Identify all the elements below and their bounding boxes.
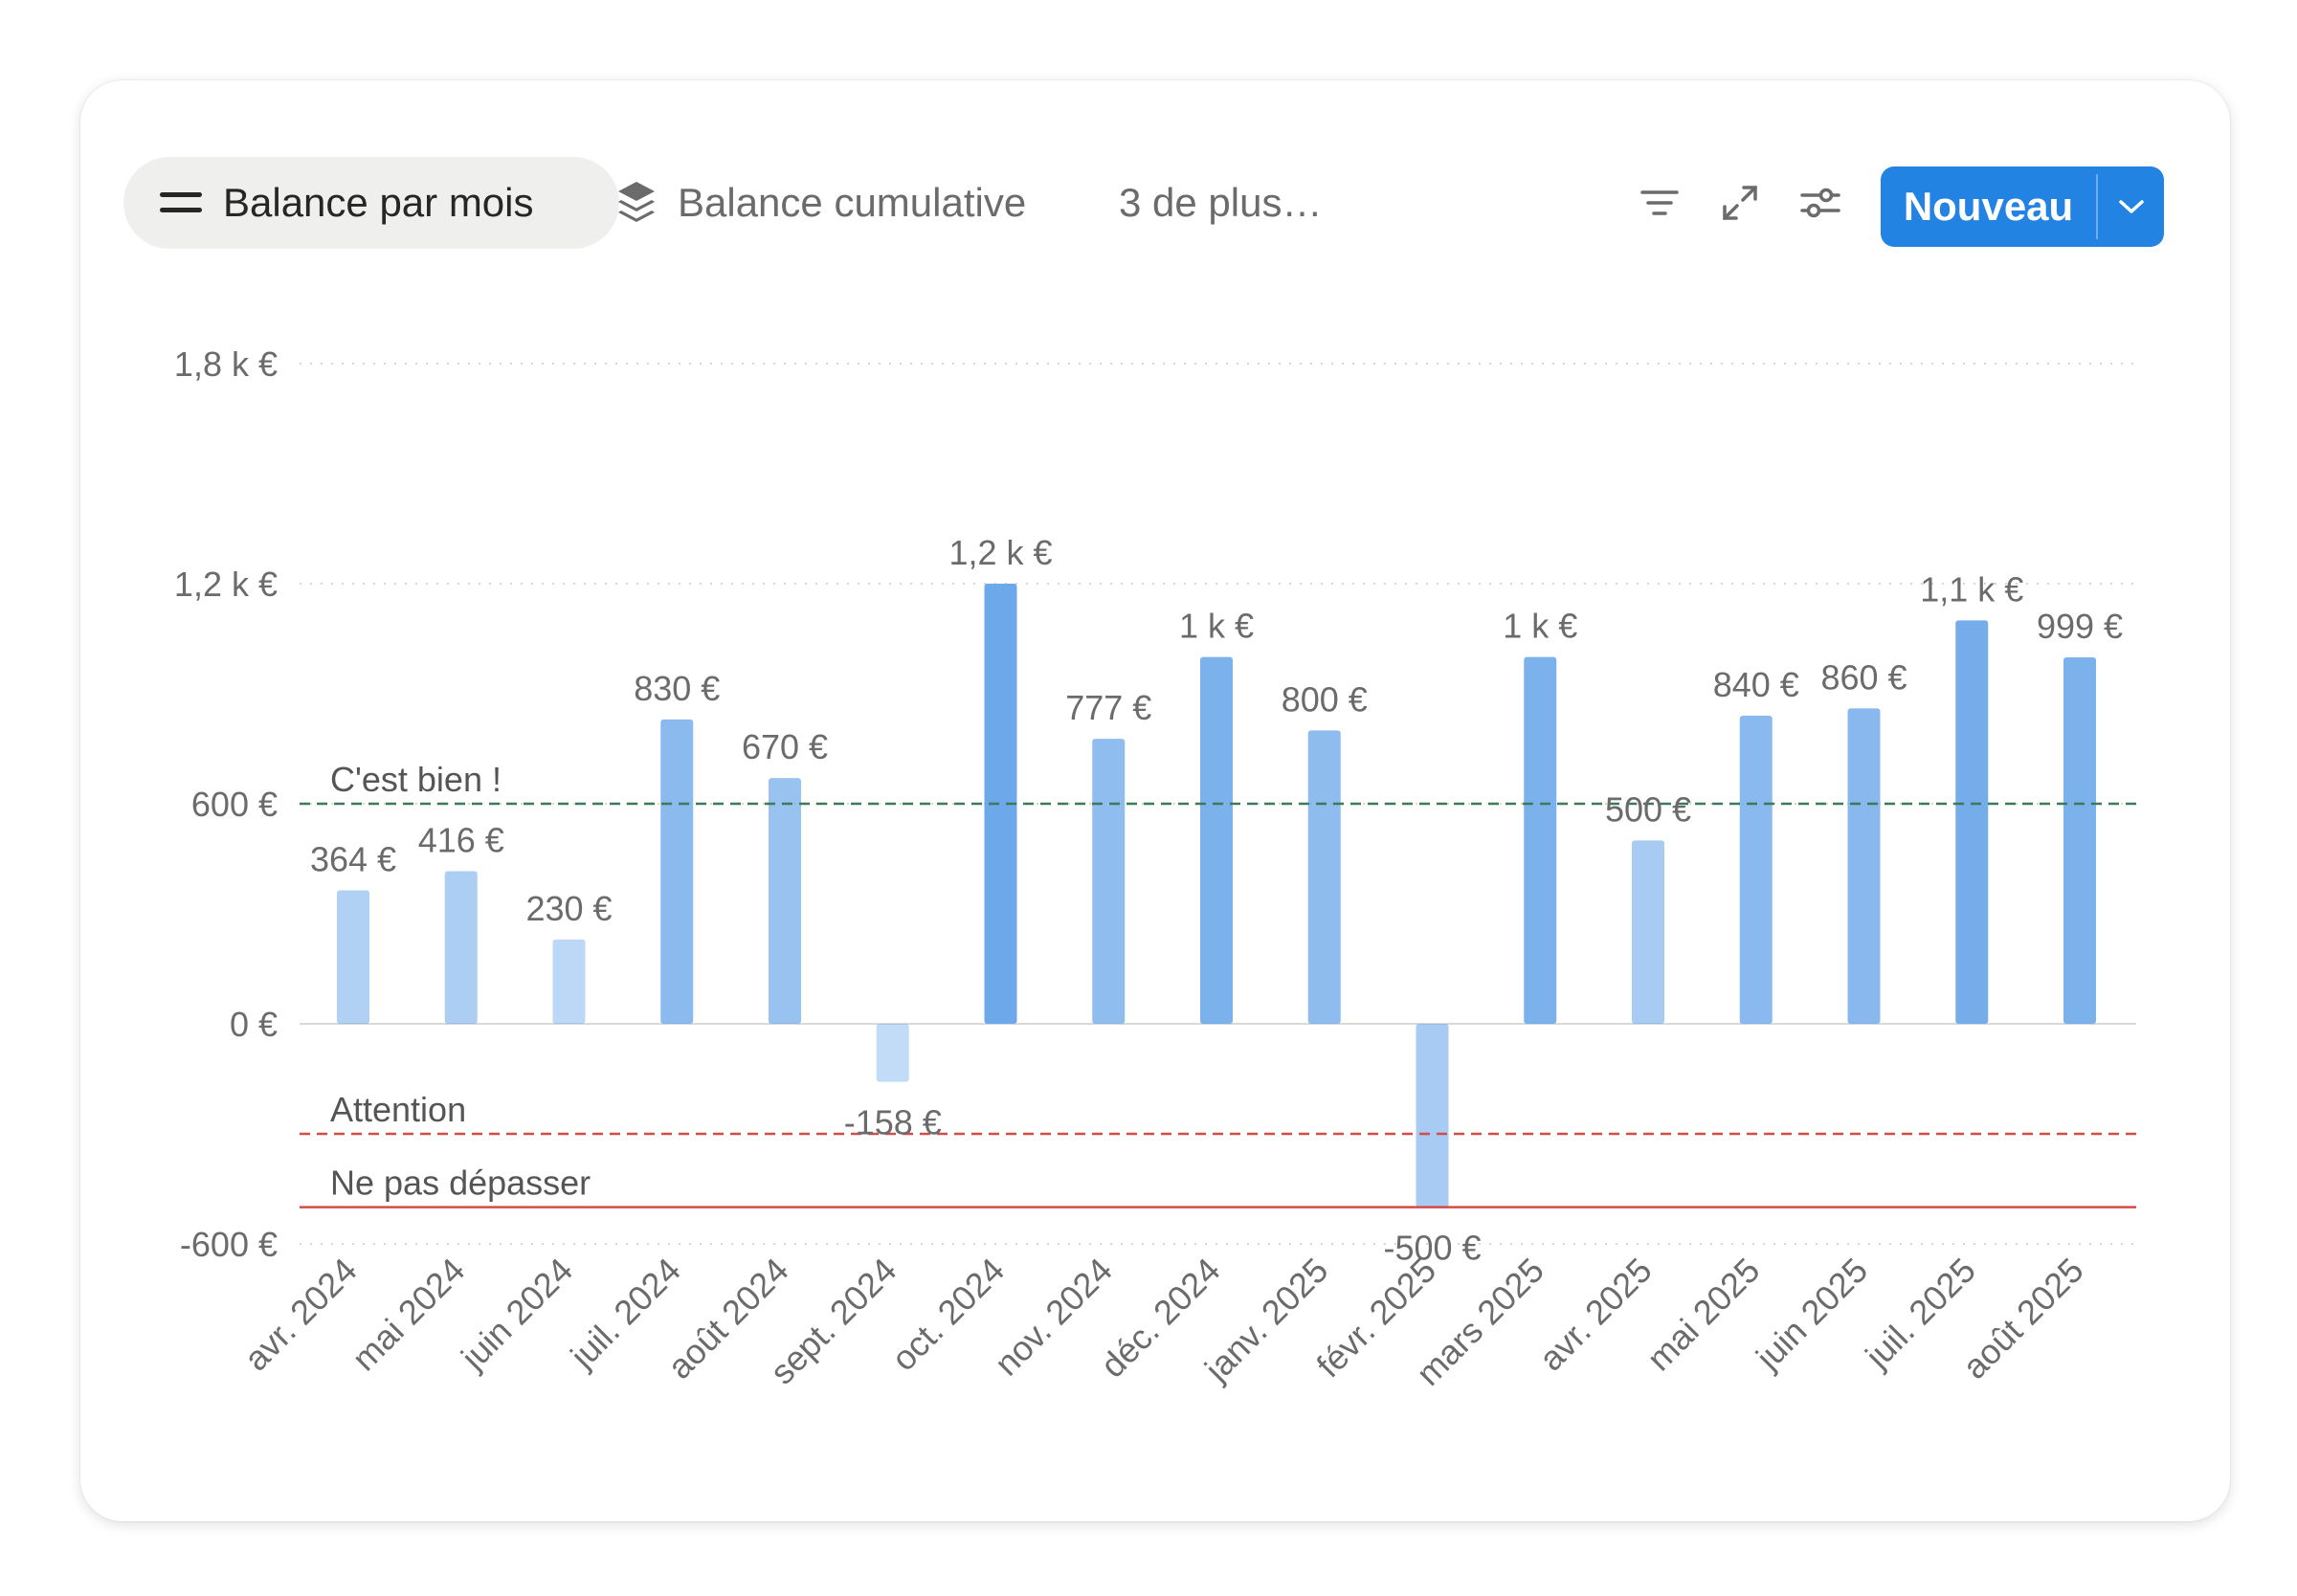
data-label: 800 €	[1282, 679, 1368, 719]
bar	[1739, 716, 1773, 1024]
data-label: 230 €	[525, 889, 612, 928]
reference-line-label: Attention	[330, 1090, 466, 1129]
bar	[552, 939, 586, 1024]
y-tick-label: 600 €	[191, 785, 278, 824]
y-tick-label: 1,8 k €	[174, 344, 278, 384]
filter-icon[interactable]	[1637, 180, 1683, 226]
data-label: 1 k €	[1503, 607, 1577, 646]
x-tick-label: avr. 2024	[236, 1251, 365, 1379]
bar	[2063, 657, 2096, 1024]
new-button[interactable]: Nouveau	[1881, 166, 2164, 247]
x-tick-label: juin 2025	[1748, 1251, 1875, 1378]
data-label: 1,1 k €	[1920, 569, 2023, 609]
data-label: 1,2 k €	[948, 533, 1052, 572]
new-button-label: Nouveau	[1903, 184, 2074, 229]
bar	[876, 1024, 909, 1082]
data-label: 500 €	[1605, 789, 1691, 829]
chevron-down-icon[interactable]	[2098, 166, 2164, 247]
layers-icon	[616, 180, 657, 226]
data-label: 830 €	[634, 669, 720, 708]
tab-label: Balance cumulative	[678, 180, 1027, 225]
bar	[1524, 656, 1557, 1024]
y-tick-label: 1,2 k €	[174, 565, 278, 604]
x-tick-label: avr. 2025	[1531, 1251, 1660, 1379]
bar	[1200, 656, 1233, 1024]
data-label: 364 €	[310, 839, 396, 878]
bar	[337, 890, 369, 1024]
data-label: 999 €	[2037, 607, 2123, 646]
data-label: 416 €	[418, 821, 504, 860]
tab-balance-par-mois[interactable]: Balance par mois	[123, 157, 619, 249]
data-label: 777 €	[1065, 688, 1151, 727]
bar	[444, 871, 478, 1024]
bar	[660, 719, 694, 1024]
data-label: 670 €	[742, 727, 828, 766]
expand-icon[interactable]	[1717, 180, 1763, 226]
bar	[1955, 620, 1989, 1024]
sliders-icon[interactable]	[1797, 180, 1843, 226]
data-label: 840 €	[1713, 665, 1799, 704]
data-label: 1 k €	[1179, 607, 1254, 646]
data-label: -500 €	[1383, 1229, 1481, 1268]
bar	[1416, 1024, 1449, 1208]
data-label: -158 €	[844, 1103, 942, 1142]
button-divider	[2096, 174, 2098, 239]
bar	[1847, 708, 1881, 1024]
tab-label: Balance par mois	[223, 180, 534, 225]
bar	[984, 584, 1017, 1024]
x-tick-label: mai 2025	[1639, 1251, 1768, 1379]
more-views-label: 3 de plus…	[1119, 180, 1323, 225]
x-tick-label: juin 2024	[453, 1251, 580, 1378]
x-tick-label: mai 2024	[345, 1251, 473, 1379]
more-views-button[interactable]: 3 de plus…	[1119, 157, 1322, 249]
data-label: 860 €	[1820, 657, 1907, 697]
y-tick-label: 0 €	[230, 1005, 278, 1044]
bar	[1092, 739, 1126, 1024]
list-icon	[160, 189, 202, 216]
tab-balance-cumulative[interactable]: Balance cumulative	[616, 157, 1026, 249]
reference-line-label: Ne pas dépasser	[330, 1164, 591, 1203]
bar	[1307, 730, 1341, 1024]
y-tick-label: -600 €	[180, 1225, 278, 1264]
bar	[1632, 840, 1664, 1024]
reference-line-label: C'est bien !	[330, 760, 502, 799]
bar	[769, 778, 801, 1024]
